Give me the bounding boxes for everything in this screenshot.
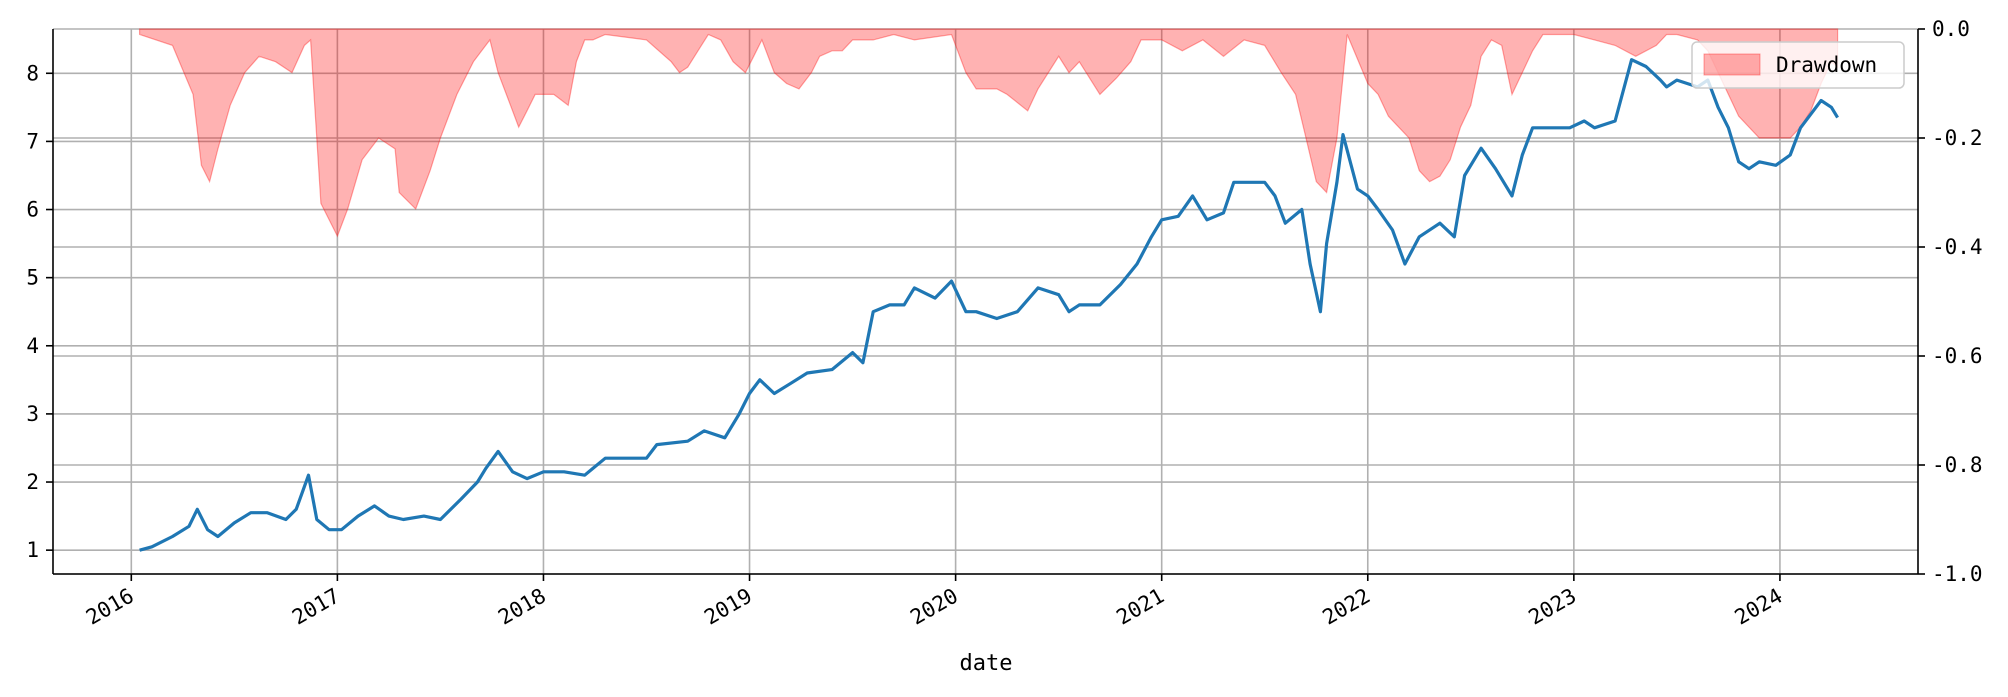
equity-line-layer bbox=[139, 58, 1839, 552]
equity-line bbox=[139, 58, 1839, 552]
y2-tick-label-1: -0.2 bbox=[1932, 126, 1983, 150]
y-tick-label-5: 5 bbox=[26, 266, 39, 290]
x-tick-label-2018: 2018 bbox=[494, 584, 550, 630]
y2-tick-label-4: -0.8 bbox=[1932, 453, 1983, 477]
y2-tick-label-3: -0.6 bbox=[1932, 344, 1983, 368]
legend-swatch-drawdown bbox=[1703, 53, 1761, 76]
y-tick-label-1: 1 bbox=[26, 538, 39, 562]
x-tick-label-2021: 2021 bbox=[1112, 584, 1168, 630]
x-tick-label-2024: 2024 bbox=[1731, 584, 1787, 630]
y-tick-label-3: 3 bbox=[26, 402, 39, 426]
y-tick-label-7: 7 bbox=[26, 129, 39, 153]
legend-box bbox=[1691, 41, 1905, 89]
y-tick-label-4: 4 bbox=[26, 334, 39, 358]
x-tick-label-2017: 2017 bbox=[288, 584, 344, 630]
x-tick-label-2020: 2020 bbox=[906, 584, 962, 630]
x-tick-label-2022: 2022 bbox=[1318, 584, 1374, 630]
drawdown-area-layer bbox=[138, 28, 1839, 238]
drawdown-area bbox=[138, 28, 1839, 238]
x-tick-label-2016: 2016 bbox=[82, 584, 138, 630]
y2-tick-label-5: -1.0 bbox=[1932, 562, 1983, 586]
x-axis-label: date bbox=[960, 651, 1013, 676]
y2-tick-label-2: -0.4 bbox=[1932, 235, 1983, 259]
legend-label-drawdown: Drawdown bbox=[1776, 53, 1877, 77]
legend: Drawdown bbox=[1691, 41, 1905, 89]
y-tick-label-8: 8 bbox=[26, 61, 39, 85]
y2-tick-label-0: 0.0 bbox=[1932, 17, 1970, 41]
x-tick-label-2019: 2019 bbox=[700, 584, 756, 630]
x-tick-label-2023: 2023 bbox=[1525, 584, 1581, 630]
y-tick-label-2: 2 bbox=[26, 470, 39, 494]
y-tick-label-6: 6 bbox=[26, 198, 39, 222]
